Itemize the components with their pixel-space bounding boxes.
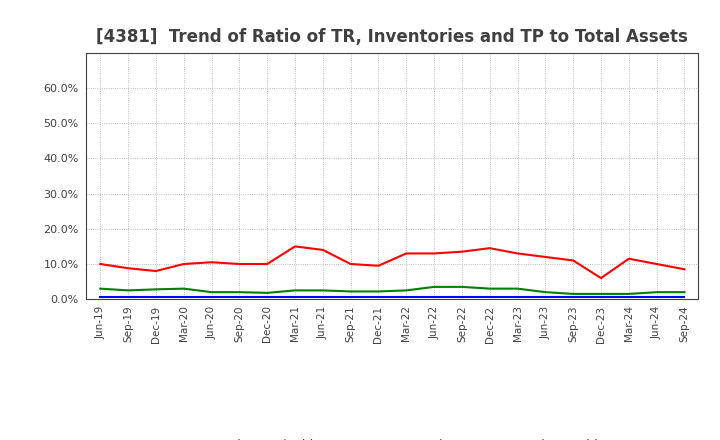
Trade Receivables [402,251,410,256]
Trade Payables [152,287,161,292]
Trade Receivables [680,267,689,272]
Trade Payables [569,291,577,297]
Trade Payables [402,288,410,293]
Inventories [430,295,438,300]
Inventories [179,295,188,300]
Trade Receivables [152,268,161,274]
Trade Payables [541,290,550,295]
Trade Payables [430,284,438,290]
Trade Payables [680,290,689,295]
Trade Payables [207,290,216,295]
Trade Receivables [263,261,271,267]
Trade Payables [318,288,327,293]
Line: Trade Receivables: Trade Receivables [100,246,685,278]
Inventories [485,295,494,300]
Inventories [513,295,522,300]
Trade Receivables [124,266,132,271]
Trade Receivables [374,263,383,268]
Inventories [207,295,216,300]
Trade Payables [597,291,606,297]
Trade Receivables [179,261,188,267]
Trade Payables [96,286,104,291]
Trade Receivables [569,258,577,263]
Inventories [458,295,467,300]
Inventories [291,295,300,300]
Inventories [96,295,104,300]
Trade Receivables [207,260,216,265]
Trade Receivables [96,261,104,267]
Trade Payables [124,288,132,293]
Trade Receivables [624,256,633,261]
Trade Payables [179,286,188,291]
Legend: Trade Receivables, Inventories, Trade Payables: Trade Receivables, Inventories, Trade Pa… [168,433,617,440]
Trade Receivables [291,244,300,249]
Trade Receivables [458,249,467,254]
Inventories [318,295,327,300]
Trade Payables [235,290,243,295]
Trade Receivables [652,261,661,267]
Trade Receivables [513,251,522,256]
Trade Payables [374,289,383,294]
Inventories [235,295,243,300]
Inventories [152,295,161,300]
Trade Payables [652,290,661,295]
Trade Receivables [485,246,494,251]
Trade Payables [346,289,355,294]
Trade Payables [458,284,467,290]
Inventories [569,295,577,300]
Trade Receivables [235,261,243,267]
Inventories [680,295,689,300]
Trade Receivables [541,254,550,260]
Trade Receivables [597,275,606,281]
Inventories [652,295,661,300]
Trade Payables [513,286,522,291]
Inventories [541,295,550,300]
Inventories [402,295,410,300]
Inventories [346,295,355,300]
Trade Receivables [430,251,438,256]
Trade Payables [624,291,633,297]
Trade Payables [263,290,271,296]
Trade Receivables [346,261,355,267]
Trade Payables [485,286,494,291]
Inventories [124,295,132,300]
Trade Receivables [318,247,327,253]
Trade Payables [291,288,300,293]
Inventories [624,295,633,300]
Line: Trade Payables: Trade Payables [100,287,685,294]
Inventories [263,295,271,300]
Inventories [374,295,383,300]
Title: [4381]  Trend of Ratio of TR, Inventories and TP to Total Assets: [4381] Trend of Ratio of TR, Inventories… [96,28,688,46]
Inventories [597,295,606,300]
